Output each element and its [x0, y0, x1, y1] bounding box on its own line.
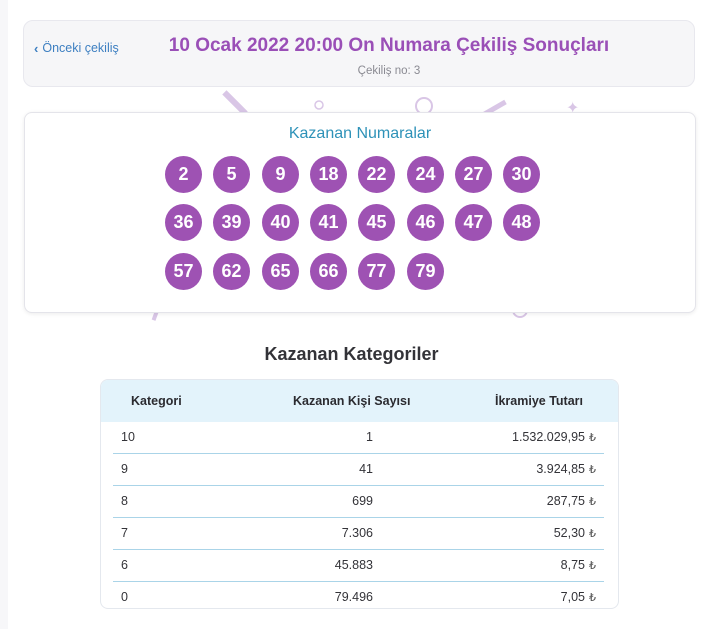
number-ball: 66	[310, 253, 347, 290]
number-ball: 40	[262, 204, 299, 241]
prize-value: 287,75	[546, 494, 585, 508]
number-ball: 5	[213, 156, 250, 193]
table-row: 0 79.496 7,05 ₺	[113, 582, 604, 608]
number-ball: 9	[262, 156, 299, 193]
table-row: 8 699 287,75 ₺	[113, 486, 604, 518]
category-cell: 8	[121, 494, 128, 508]
winners-cell: 45.883	[334, 558, 373, 572]
table-row: 10 1 1.532.029,95 ₺	[113, 422, 604, 454]
winning-numbers-card: Kazanan Numaralar 2 5 9 18 22 24 27 30 3…	[24, 112, 696, 313]
prize-value: 8,75	[560, 558, 585, 572]
winners-cell: 699	[352, 494, 373, 508]
number-ball: 41	[310, 204, 347, 241]
winning-categories-table: Kategori Kazanan Kişi Sayısı İkramiye Tu…	[100, 379, 619, 609]
previous-draw-link[interactable]: ‹ Önceki çekiliş	[34, 41, 119, 55]
number-ball: 57	[165, 253, 202, 290]
draw-header: ‹ Önceki çekiliş 10 Ocak 2022 20:00 On N…	[23, 20, 695, 87]
prize-cell: 287,75 ₺	[547, 494, 596, 508]
winning-numbers-title: Kazanan Numaralar	[288, 125, 432, 142]
winners-cell: 41	[359, 462, 373, 476]
table-row: 6 45.883 8,75 ₺	[113, 550, 604, 582]
number-ball: 36	[165, 204, 202, 241]
winners-cell: 79.496	[334, 590, 373, 604]
page-title: 10 Ocak 2022 20:00 On Numara Çekiliş Son…	[168, 35, 610, 56]
number-ball: 77	[358, 253, 395, 290]
category-cell: 6	[121, 558, 128, 572]
prize-value: 52,30	[553, 526, 585, 540]
number-ball: 30	[503, 156, 540, 193]
column-header-prize: İkramiye Tutarı	[495, 394, 584, 408]
prize-value: 3.924,85	[536, 462, 585, 476]
table-row: 9 41 3.924,85 ₺	[113, 454, 604, 486]
prize-cell: 3.924,85 ₺	[536, 462, 596, 476]
chevron-left-icon: ‹	[34, 40, 39, 56]
number-ball: 2	[165, 156, 202, 193]
lira-icon: ₺	[589, 464, 596, 476]
prize-cell: 8,75 ₺	[561, 558, 596, 572]
prize-value: 1.532.029,95	[512, 430, 585, 444]
number-ball: 47	[455, 204, 492, 241]
table-row: 7 7.306 52,30 ₺	[113, 518, 604, 550]
number-ball: 46	[407, 204, 444, 241]
number-ball: 45	[358, 204, 395, 241]
winners-cell: 1	[366, 430, 373, 444]
number-ball: 27	[455, 156, 492, 193]
number-ball: 39	[213, 204, 250, 241]
table-header: Kategori Kazanan Kişi Sayısı İkramiye Tu…	[101, 380, 618, 422]
number-ball: 48	[503, 204, 540, 241]
left-margin-strip	[0, 0, 8, 629]
category-cell: 0	[121, 590, 128, 604]
category-cell: 10	[121, 430, 135, 444]
number-ball: 79	[407, 253, 444, 290]
column-header-category: Kategori	[131, 394, 182, 408]
prize-cell: 7,05 ₺	[561, 590, 596, 604]
number-ball: 24	[407, 156, 444, 193]
lira-icon: ₺	[589, 432, 596, 444]
winning-categories-title: Kazanan Kategoriler	[264, 344, 439, 364]
number-ball: 62	[213, 253, 250, 290]
winners-cell: 7.306	[341, 526, 373, 540]
lira-icon: ₺	[589, 592, 596, 604]
prize-cell: 1.532.029,95 ₺	[512, 430, 596, 444]
number-ball: 22	[358, 156, 395, 193]
prize-value: 7,05	[560, 590, 585, 604]
lira-icon: ₺	[589, 496, 596, 508]
previous-draw-label: Önceki çekiliş	[42, 41, 119, 55]
category-cell: 9	[121, 462, 128, 476]
number-ball: 65	[262, 253, 299, 290]
category-cell: 7	[121, 526, 128, 540]
lira-icon: ₺	[589, 560, 596, 572]
column-header-winners: Kazanan Kişi Sayısı	[293, 394, 411, 408]
number-ball: 18	[310, 156, 347, 193]
lira-icon: ₺	[589, 528, 596, 540]
prize-cell: 52,30 ₺	[554, 526, 596, 540]
draw-number: Çekiliş no: 3	[357, 65, 421, 77]
